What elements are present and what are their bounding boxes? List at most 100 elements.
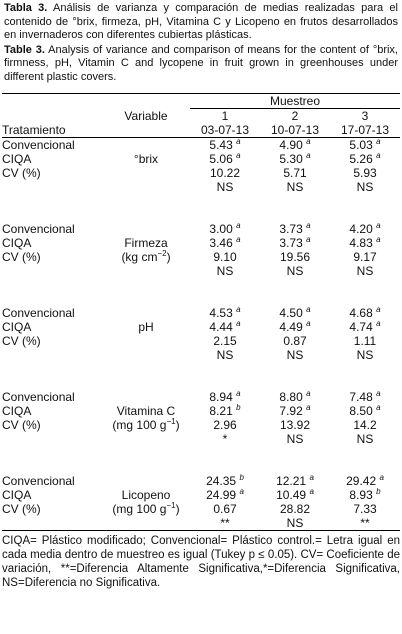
mean-value: 19.56: [279, 250, 311, 264]
treatment-label: CV (%): [2, 334, 41, 348]
treatment-label: CV (%): [2, 166, 41, 180]
mean-value: 2.96: [213, 418, 237, 432]
significance: NS: [286, 264, 304, 278]
significance: NS: [216, 264, 234, 278]
mean-value: 7.48: [349, 390, 373, 404]
table-row: CIQA °brix 5.06 a 5.30 a 5.26 a: [2, 151, 400, 167]
value-cell: 9.10: [190, 250, 260, 264]
mean-value: 1.11: [353, 334, 377, 348]
tukey-letter: a: [236, 151, 241, 160]
table-body: Muestreo Variable 1 2 3 Tratamiento 03-07-13 10…: [2, 93, 401, 531]
mean-value: 0.87: [283, 334, 307, 348]
value-cell: 8.80 a: [260, 389, 330, 405]
empty-cell: [2, 93, 102, 109]
value-cell: 8.21 b: [190, 404, 260, 419]
mean-value: 24.99: [206, 488, 237, 502]
table-row: [2, 446, 400, 460]
value-cell: 4.44 a: [190, 320, 260, 335]
mean-value: 5.43: [209, 138, 233, 152]
empty-cell: [2, 348, 102, 362]
mean-value: 2.15: [213, 334, 237, 348]
mean-value: 8.80: [279, 390, 303, 404]
treatment-label: CV (%): [2, 502, 41, 516]
variable-header: Variable: [124, 108, 168, 123]
table-row: NS NS NS: [2, 264, 400, 278]
treatment-label: Convencional: [2, 138, 75, 152]
tukey-letter: a: [379, 473, 384, 482]
value-cell: 14.2: [330, 418, 400, 432]
variable-cell: pH: [102, 320, 190, 334]
mean-value: 4.20: [349, 222, 373, 236]
table-row: [2, 460, 400, 474]
unit-exponent: −2: [157, 249, 167, 258]
mean-value: 5.93: [353, 166, 377, 180]
mean-value: 4.44: [209, 320, 233, 334]
variable-name: Licopeno: [121, 488, 171, 502]
table-row: Convencional 24.35 b 12.21 a 29.42 a: [2, 473, 400, 489]
tukey-letter: a: [236, 221, 241, 230]
variable-cell: (kg cm−2): [102, 249, 190, 265]
value-cell: 10.22: [190, 166, 260, 180]
significance: NS: [216, 348, 234, 362]
tukey-letter: a: [236, 305, 241, 314]
spacer-cell: [2, 208, 400, 222]
empty-cell: [2, 109, 102, 124]
value-cell: 8.94 a: [190, 390, 260, 405]
mean-value: 13.92: [279, 418, 311, 432]
value-cell: 3.73 a: [260, 236, 330, 251]
mean-value: 14.2: [353, 418, 377, 432]
tukey-letter: a: [306, 389, 311, 398]
value-cell: 4.49 a: [260, 320, 330, 335]
table-row: CV (%) 2.15 0.87 1.11: [2, 334, 400, 348]
empty-cell: [102, 432, 190, 446]
spacer-cell: [2, 194, 400, 208]
sample-number: 2: [291, 109, 299, 123]
significance: NS: [286, 180, 304, 194]
mean-value: 24.35: [206, 474, 237, 488]
significance: NS: [356, 264, 374, 278]
value-cell: 5.06 a: [190, 151, 260, 167]
variable-cell: Licopeno: [102, 488, 190, 502]
tukey-letter: a: [376, 319, 381, 328]
value-cell: 13.92: [260, 418, 330, 432]
variable-name: pH: [138, 320, 154, 334]
tukey-letter: a: [306, 151, 311, 160]
mean-value: 4.53: [209, 306, 233, 320]
value-cell: 7.92 a: [260, 404, 330, 419]
table-row: NS NS NS: [2, 180, 400, 194]
value-cell: 4.90 a: [260, 138, 330, 153]
value-cell: 4.83 a: [330, 236, 400, 251]
empty-cell: [102, 180, 190, 194]
variable-cell: [102, 334, 190, 348]
table-row: [2, 208, 400, 222]
table-row: Convencional 8.94 a 8.80 a 7.48 a: [2, 389, 400, 405]
empty-cell: [102, 516, 190, 531]
value-cell: 5.71: [260, 166, 330, 180]
spacer-cell: [2, 446, 400, 460]
sample-date: 10-07-13: [260, 123, 330, 138]
tukey-letter: b: [239, 473, 244, 482]
value-cell: 4.74 a: [330, 319, 400, 335]
value-cell: 5.93: [330, 166, 400, 180]
tukey-letter: a: [236, 235, 241, 244]
treatment-label: CV (%): [2, 250, 41, 264]
unit-text: (kg cm: [121, 250, 158, 264]
tukey-letter: a: [376, 221, 381, 230]
value-cell: 1.11: [330, 334, 400, 348]
tukey-letter: a: [306, 305, 311, 314]
spacer-cell: [2, 376, 400, 390]
value-cell: 4.20 a: [330, 221, 400, 237]
caption-text: Análisis de varianza y comparación de me…: [4, 2, 398, 41]
value-cell: 5.30 a: [260, 151, 330, 167]
mean-value: 4.68: [349, 306, 373, 320]
value-cell: 4.68 a: [330, 306, 400, 321]
caption-en: Table 3. Analysis of variance and compar…: [0, 44, 402, 85]
table-row: ** NS **: [2, 516, 401, 531]
significance: **: [330, 516, 401, 531]
mean-value: 4.90: [279, 138, 303, 152]
tukey-letter: a: [376, 403, 381, 412]
empty-cell: [102, 264, 190, 278]
unit-text: (mg 100 g: [112, 418, 167, 432]
significance: NS: [260, 516, 330, 531]
tukey-letter: a: [376, 389, 381, 398]
